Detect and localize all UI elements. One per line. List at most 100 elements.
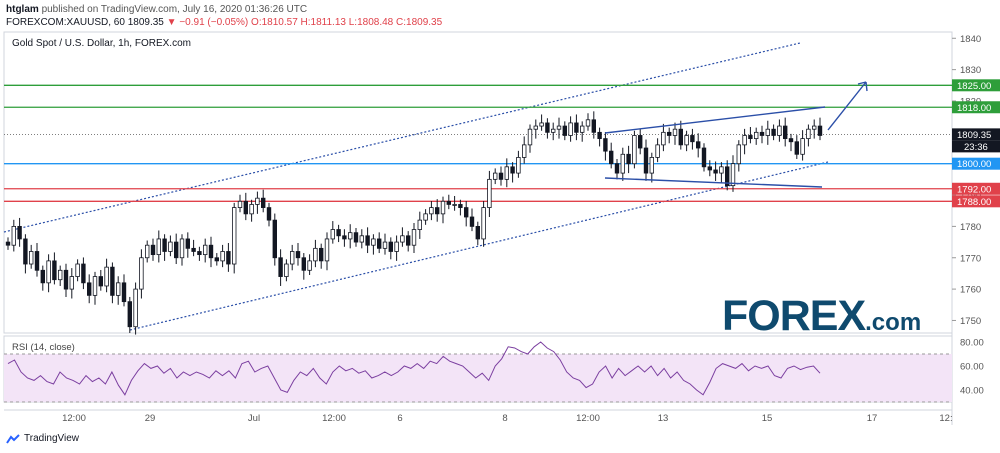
x-tick-label: 15 — [762, 413, 773, 424]
candle-body — [23, 238, 28, 265]
y-tick-label: 1830 — [960, 65, 981, 76]
candle-body — [104, 266, 109, 287]
candle-body — [40, 269, 45, 284]
candle-body — [336, 229, 341, 237]
candle-body — [405, 235, 411, 246]
candle-body — [684, 135, 689, 146]
candle-body — [632, 135, 637, 165]
candle-body — [87, 282, 92, 296]
candle-body — [168, 241, 173, 252]
publisher-name[interactable]: htglam — [6, 4, 39, 15]
symbol-line: FOREXCOM:XAUUSD, 60 1809.35 ▼ −0.91 (−0.… — [6, 16, 442, 29]
ohlc-low: L:1808.48 — [348, 17, 394, 28]
candle-body — [806, 128, 811, 140]
candle-body — [226, 251, 231, 265]
candle-body — [394, 241, 399, 252]
candle-body — [429, 207, 434, 215]
candle-body — [342, 235, 347, 240]
last-price-tag — [952, 128, 1000, 141]
candle-body — [81, 263, 86, 284]
candle-body — [110, 266, 115, 296]
candle-body — [817, 125, 823, 136]
y-tick-label: 1840 — [960, 34, 981, 45]
candle-body — [434, 207, 440, 215]
candle-body — [533, 125, 538, 130]
candle-body — [701, 147, 707, 168]
tradingview-footer[interactable]: TradingView — [6, 433, 79, 444]
ohlc-close: C:1809.35 — [396, 17, 443, 28]
watermark-text: FOREX — [722, 292, 866, 340]
price-level-tag — [952, 101, 1000, 114]
footer-brand: TradingView — [24, 433, 80, 444]
x-tick-label: 17 — [867, 413, 878, 424]
candle-body — [191, 247, 196, 252]
rsi-label: RSI (14, close) — [12, 342, 75, 353]
price-level-tag — [952, 195, 1000, 208]
candle-body — [591, 119, 596, 133]
candle-body — [266, 207, 272, 221]
countdown-tag — [952, 140, 1000, 153]
published-line: htglam published on TradingView.com, Jul… — [6, 3, 307, 16]
candle-body — [794, 141, 799, 155]
candle-body — [46, 260, 51, 284]
candle-body — [527, 128, 533, 146]
candle-body — [800, 138, 805, 155]
candle-body — [255, 197, 260, 205]
last-price: 1809.35 — [127, 17, 164, 28]
candle-body — [759, 131, 765, 136]
candle-body — [365, 235, 370, 246]
candle-body — [707, 166, 712, 171]
candle-body — [614, 163, 620, 174]
candle-body — [585, 119, 591, 127]
candle-body — [376, 238, 382, 249]
rsi-line — [7, 341, 821, 396]
wedge-lower — [604, 177, 823, 188]
candle-body — [58, 269, 63, 281]
price-level-tag — [952, 157, 1000, 170]
candle-body — [504, 166, 509, 180]
price-level-label: 1825.00 — [957, 81, 991, 92]
published-text: published on TradingView.com, July 16, 2… — [41, 4, 308, 15]
y-tick-label: 1770 — [960, 253, 981, 264]
candle-body — [771, 128, 776, 136]
rsi-band — [4, 354, 952, 402]
candle-body — [492, 172, 498, 180]
candle-body — [597, 131, 602, 140]
candle-body — [156, 238, 161, 256]
candle-body — [812, 125, 817, 130]
candle-body — [353, 232, 359, 243]
candle-body — [667, 131, 672, 136]
candle-body — [214, 257, 219, 262]
candle-body — [487, 178, 492, 208]
candle-body — [463, 207, 469, 218]
x-tick-label: 6 — [397, 413, 402, 424]
candle-body — [185, 238, 190, 249]
candle-body — [75, 263, 80, 277]
watermark-suffix: .com — [865, 309, 922, 336]
last-price-label: 1809.35 — [957, 130, 991, 141]
x-tick-label: Jul — [248, 413, 260, 424]
rsi-tick-label: 80.00 — [960, 338, 984, 349]
candle-body — [551, 128, 556, 133]
candle-body — [249, 204, 254, 215]
candle-body — [713, 169, 718, 174]
candle-body — [696, 141, 701, 149]
candle-body — [609, 150, 614, 165]
ohlc-open: O:1810.57 — [251, 17, 298, 28]
candle-body — [243, 200, 248, 215]
candle-body — [202, 244, 208, 256]
main-pane — [3, 31, 953, 334]
candle-body — [475, 225, 480, 240]
candle-body — [423, 213, 428, 221]
candle-body — [289, 251, 295, 265]
candle-body — [574, 122, 579, 133]
candle-body — [580, 125, 585, 133]
symbol: FOREXCOM:XAUUSD, 60 — [6, 17, 125, 28]
candle-body — [324, 238, 330, 262]
candle-body — [121, 282, 127, 303]
down-arrow-icon: ▼ — [166, 17, 177, 28]
candle-body — [17, 225, 22, 240]
candle-body — [92, 276, 98, 296]
candle-body — [295, 251, 301, 259]
